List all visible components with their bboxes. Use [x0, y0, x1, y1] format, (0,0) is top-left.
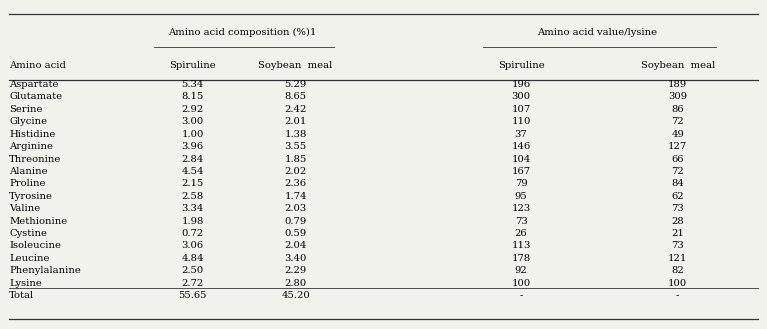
Text: 55.65: 55.65	[178, 291, 206, 300]
Text: 300: 300	[512, 92, 531, 101]
Text: Amino acid composition (%)1: Amino acid composition (%)1	[168, 28, 316, 37]
Text: 86: 86	[671, 105, 684, 114]
Text: Soybean  meal: Soybean meal	[640, 61, 715, 69]
Text: 178: 178	[512, 254, 531, 263]
Text: Aspartate: Aspartate	[9, 80, 58, 89]
Text: Spiruline: Spiruline	[169, 61, 216, 69]
Text: Leucine: Leucine	[9, 254, 50, 263]
Text: -: -	[676, 291, 680, 300]
Text: 2.04: 2.04	[285, 241, 307, 250]
Text: 2.84: 2.84	[181, 155, 203, 164]
Text: 95: 95	[515, 192, 528, 201]
Text: 0.59: 0.59	[285, 229, 307, 238]
Text: 73: 73	[515, 216, 528, 226]
Text: 2.29: 2.29	[285, 266, 307, 275]
Text: 37: 37	[515, 130, 528, 139]
Text: 28: 28	[671, 216, 684, 226]
Text: Threonine: Threonine	[9, 155, 61, 164]
Text: Tyrosine: Tyrosine	[9, 192, 53, 201]
Text: 1.98: 1.98	[181, 216, 203, 226]
Text: 73: 73	[671, 241, 684, 250]
Text: 2.02: 2.02	[285, 167, 307, 176]
Text: Methionine: Methionine	[9, 216, 67, 226]
Text: 21: 21	[671, 229, 684, 238]
Text: 5.34: 5.34	[181, 80, 203, 89]
Text: 92: 92	[515, 266, 528, 275]
Text: 100: 100	[512, 279, 531, 288]
Text: Arginine: Arginine	[9, 142, 53, 151]
Text: 8.65: 8.65	[285, 92, 307, 101]
Text: 1.74: 1.74	[285, 192, 307, 201]
Text: 189: 189	[668, 80, 687, 89]
Text: 146: 146	[512, 142, 531, 151]
Text: Valine: Valine	[9, 204, 41, 213]
Text: 123: 123	[512, 204, 531, 213]
Text: 8.15: 8.15	[181, 92, 203, 101]
Text: 3.34: 3.34	[181, 204, 203, 213]
Text: -: -	[519, 291, 523, 300]
Text: 121: 121	[668, 254, 687, 263]
Text: 26: 26	[515, 229, 528, 238]
Text: 1.85: 1.85	[285, 155, 307, 164]
Text: Glycine: Glycine	[9, 117, 47, 126]
Text: 3.06: 3.06	[181, 241, 203, 250]
Text: 127: 127	[668, 142, 687, 151]
Text: 72: 72	[671, 167, 684, 176]
Text: 73: 73	[671, 204, 684, 213]
Text: Serine: Serine	[9, 105, 42, 114]
Text: Cystine: Cystine	[9, 229, 47, 238]
Text: 2.36: 2.36	[285, 179, 307, 189]
Text: 196: 196	[512, 80, 531, 89]
Text: 79: 79	[515, 179, 528, 189]
Text: 3.00: 3.00	[181, 117, 203, 126]
Text: 4.54: 4.54	[181, 167, 204, 176]
Text: 2.42: 2.42	[285, 105, 307, 114]
Text: 82: 82	[671, 266, 684, 275]
Text: 100: 100	[668, 279, 687, 288]
Text: 2.58: 2.58	[181, 192, 203, 201]
Text: Histidine: Histidine	[9, 130, 55, 139]
Text: 2.50: 2.50	[181, 266, 203, 275]
Text: 0.79: 0.79	[285, 216, 307, 226]
Text: 1.00: 1.00	[181, 130, 203, 139]
Text: 2.15: 2.15	[181, 179, 203, 189]
Text: 107: 107	[512, 105, 531, 114]
Text: 2.80: 2.80	[285, 279, 307, 288]
Text: 2.72: 2.72	[181, 279, 203, 288]
Text: 62: 62	[671, 192, 684, 201]
Text: 72: 72	[671, 117, 684, 126]
Text: 4.84: 4.84	[181, 254, 204, 263]
Text: 167: 167	[512, 167, 531, 176]
Text: 49: 49	[671, 130, 684, 139]
Text: 3.96: 3.96	[181, 142, 203, 151]
Text: 3.40: 3.40	[285, 254, 307, 263]
Text: Spiruline: Spiruline	[498, 61, 545, 69]
Text: Proline: Proline	[9, 179, 45, 189]
Text: Total: Total	[9, 291, 35, 300]
Text: 3.55: 3.55	[285, 142, 307, 151]
Text: 2.01: 2.01	[285, 117, 307, 126]
Text: Isoleucine: Isoleucine	[9, 241, 61, 250]
Text: Lysine: Lysine	[9, 279, 42, 288]
Text: Glutamate: Glutamate	[9, 92, 62, 101]
Text: Phenylalanine: Phenylalanine	[9, 266, 81, 275]
Text: Soybean  meal: Soybean meal	[258, 61, 333, 69]
Text: 45.20: 45.20	[281, 291, 310, 300]
Text: 104: 104	[512, 155, 531, 164]
Text: 309: 309	[668, 92, 687, 101]
Text: 1.38: 1.38	[285, 130, 307, 139]
Text: 84: 84	[671, 179, 684, 189]
Text: Alanine: Alanine	[9, 167, 48, 176]
Text: 0.72: 0.72	[181, 229, 203, 238]
Text: 2.92: 2.92	[181, 105, 203, 114]
Text: 5.29: 5.29	[285, 80, 307, 89]
Text: 113: 113	[512, 241, 531, 250]
Text: 66: 66	[671, 155, 684, 164]
Text: 2.03: 2.03	[285, 204, 307, 213]
Text: Amino acid: Amino acid	[9, 61, 66, 69]
Text: Amino acid value/lysine: Amino acid value/lysine	[538, 28, 657, 37]
Text: 110: 110	[512, 117, 531, 126]
